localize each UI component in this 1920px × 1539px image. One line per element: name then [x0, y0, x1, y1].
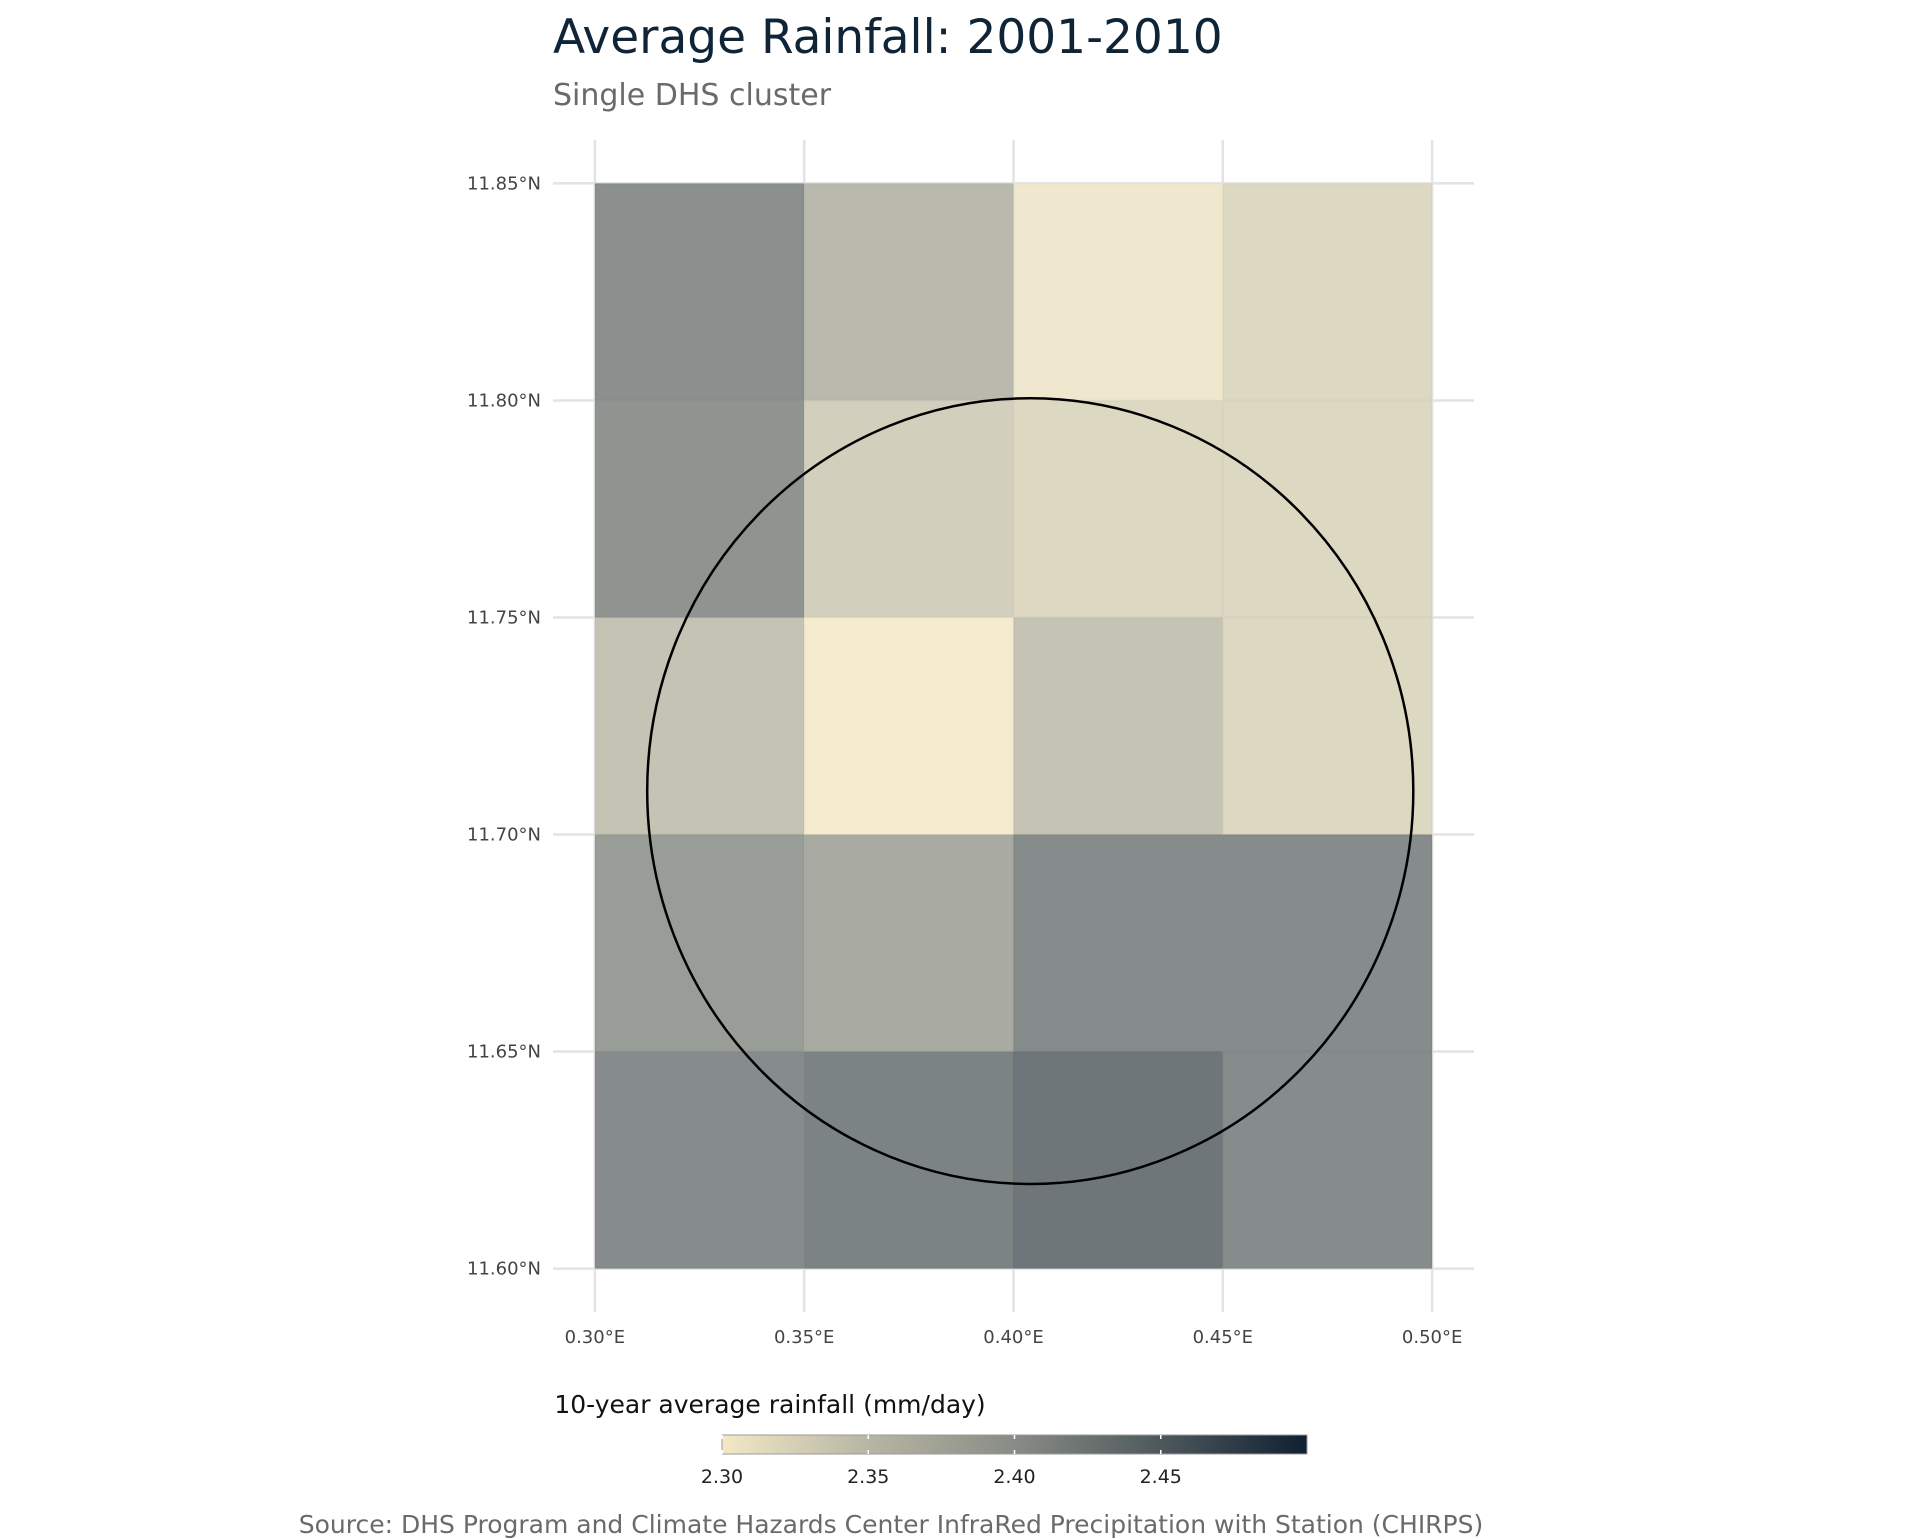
heatmap-cell	[1222, 834, 1433, 1052]
heatmap-cell	[1013, 400, 1223, 618]
y-tick-label: 11.65°N	[467, 1042, 541, 1063]
heatmap-cells	[594, 183, 1433, 1269]
y-tick-label: 11.70°N	[467, 825, 541, 846]
chart-subtitle: Single DHS cluster	[553, 78, 832, 113]
cluster-buffer-circle	[645, 397, 1415, 1186]
heatmap-cell	[1013, 834, 1223, 1052]
heatmap-cell	[1013, 183, 1223, 401]
heatmap-cell	[594, 617, 805, 835]
heatmap-cell	[594, 400, 805, 618]
legend-tick-label: 2.40	[993, 1466, 1035, 1488]
legend-tick-label: 2.35	[847, 1466, 889, 1488]
y-tick-label: 11.60°N	[467, 1259, 541, 1280]
heatmap-cell	[1222, 400, 1433, 618]
x-tick-label: 0.45°E	[1193, 1327, 1253, 1348]
heatmap-cell	[804, 617, 1014, 835]
heatmap-cell	[1222, 1051, 1433, 1269]
heatmap-cell	[1013, 1051, 1223, 1269]
heatmap-cell	[594, 834, 805, 1052]
y-tick-label: 11.75°N	[467, 607, 541, 628]
y-tick-label: 11.80°N	[467, 390, 541, 411]
heatmap-cell	[804, 834, 1014, 1052]
x-axis: 0.30°E 0.35°E 0.40°E 0.45°E 0.50°E	[565, 1327, 1463, 1348]
x-tick-label: 0.40°E	[983, 1327, 1043, 1348]
heatmap-cell	[1222, 183, 1433, 401]
legend-title: 10-year average rainfall (mm/day)	[554, 1390, 986, 1419]
y-tick-label: 11.85°N	[467, 173, 541, 194]
chart-title: Average Rainfall: 2001-2010	[553, 10, 1223, 65]
heatmap-cell	[804, 1051, 1014, 1269]
heatmap-cell	[1013, 617, 1223, 835]
x-tick-label: 0.35°E	[774, 1327, 834, 1348]
caption: Source: DHS Program and Climate Hazards …	[298, 1510, 1484, 1539]
x-tick-label: 0.50°E	[1402, 1327, 1462, 1348]
heatmap-cell	[594, 183, 805, 401]
y-axis: 11.60°N 11.65°N 11.70°N 11.75°N 11.80°N 11.85…	[467, 173, 541, 1279]
heatmap-cell	[804, 183, 1014, 401]
legend-tick-label: 2.30	[701, 1466, 743, 1488]
x-tick-label: 0.30°E	[565, 1327, 625, 1348]
heatmap-cell	[1222, 617, 1433, 835]
color-legend: 2.30 2.35 2.40 2.45	[701, 1434, 1308, 1488]
cluster-buffer	[645, 397, 1415, 1186]
heatmap-cell	[804, 400, 1014, 618]
legend-tick-label: 2.45	[1140, 1466, 1182, 1488]
heatmap-cell	[594, 1051, 805, 1269]
